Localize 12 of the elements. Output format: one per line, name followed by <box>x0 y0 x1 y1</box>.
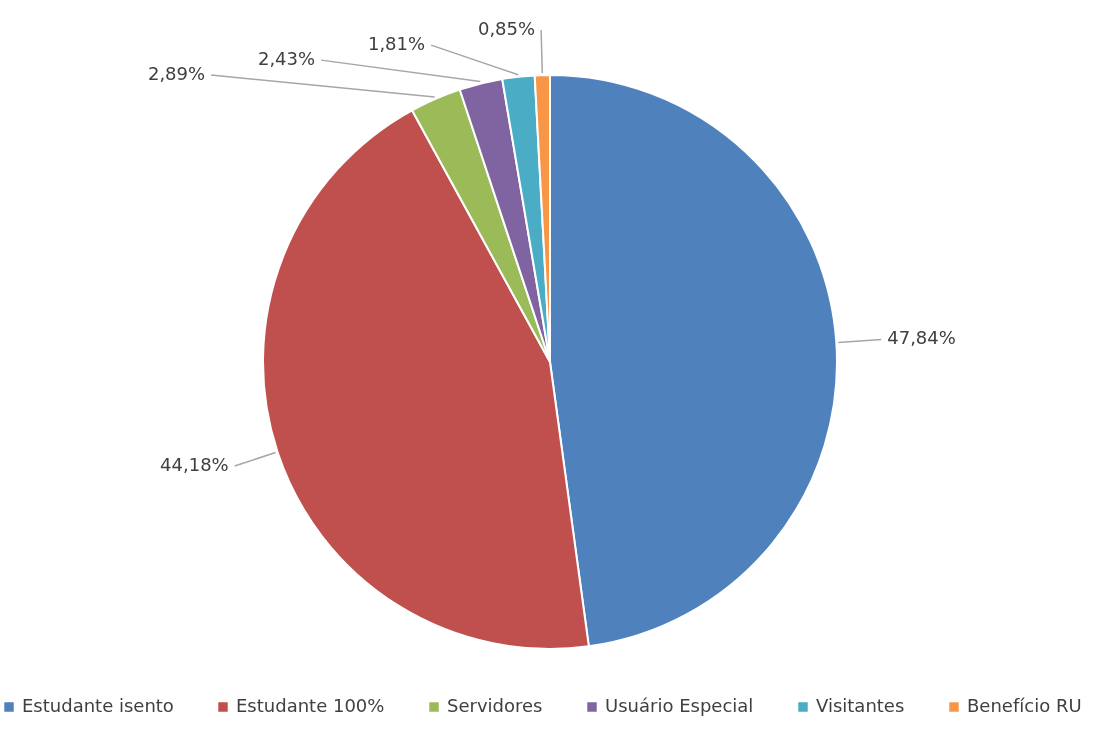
data-label: 1,81% <box>367 33 426 55</box>
legend-label: Visitantes <box>816 695 905 716</box>
data-label: 0,85% <box>477 18 536 40</box>
legend-label: Usuário Especial <box>605 695 754 716</box>
data-label: 2,43% <box>257 48 316 70</box>
legend-label: Servidores <box>447 695 543 716</box>
legend-label: Benefício RU <box>967 695 1082 716</box>
legend-label: Estudante isento <box>22 695 174 716</box>
legend-label: Estudante 100% <box>236 695 385 716</box>
data-label: 2,89% <box>147 63 206 85</box>
data-label: 44,18% <box>160 453 229 475</box>
data-label: 47,84% <box>887 327 956 349</box>
